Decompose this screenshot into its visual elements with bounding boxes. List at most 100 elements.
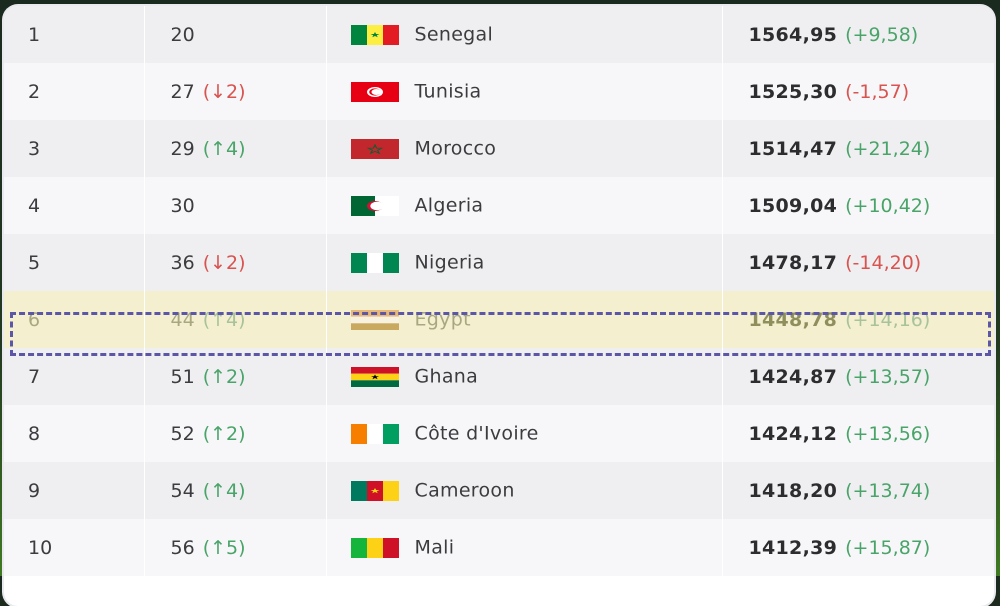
fifa-rank-value: 30 [170, 194, 195, 217]
rank-change: (↓2) [202, 251, 246, 274]
egypt-flag-icon [350, 309, 399, 330]
points-change: (-1,57) [845, 80, 910, 103]
team-cell: Egypt [326, 291, 723, 348]
fifa-rank-value: 20 [170, 23, 195, 46]
points-change: (+21,24) [845, 137, 931, 160]
fifa-rank-cell: 27 (↓2) [144, 63, 327, 120]
ghana-flag-icon [350, 366, 399, 387]
points-change: (+13,57) [845, 365, 931, 388]
points-cell: 1509,04 (+10,42) [722, 177, 994, 234]
team-name: Morocco [414, 137, 497, 160]
points-cell: 1514,47 (+21,24) [722, 120, 994, 177]
rank-change: (↑2) [202, 422, 246, 445]
fifa-rank-cell: 44 (↑4) [144, 291, 327, 348]
rank-change: (↑5) [202, 536, 246, 559]
table-row[interactable]: 6 44 (↑4) Egypt 1448,78 (+14,16) [4, 291, 994, 348]
mali-flag-icon [350, 537, 399, 558]
ivorycoast-flag-icon [350, 423, 399, 444]
rank-change: (↑2) [202, 365, 246, 388]
points-value: 1424,87 [748, 365, 838, 388]
position-value: 1 [28, 23, 41, 46]
table-row[interactable]: 5 36 (↓2) Nigeria 1478,17 (-14,20) [4, 234, 994, 291]
points-value: 1424,12 [748, 422, 838, 445]
team-cell: Mali [326, 519, 723, 576]
fifa-rank-value: 54 [170, 479, 195, 502]
points-cell: 1418,20 (+13,74) [722, 462, 994, 519]
rankings-table: 1 20 Senegal 1564,95 (+9,58) 2 27 (↓2) Tunisia 15… [4, 6, 994, 576]
cameroon-flag-icon [350, 480, 399, 501]
points-cell: 1424,12 (+13,56) [722, 405, 994, 462]
team-cell: Tunisia [326, 63, 723, 120]
points-change: (-14,20) [845, 251, 922, 274]
morocco-flag-icon [350, 138, 399, 159]
fifa-rank-value: 27 [170, 80, 195, 103]
points-value: 1448,78 [748, 308, 838, 331]
position-value: 8 [28, 422, 41, 445]
points-cell: 1525,30 (-1,57) [722, 63, 994, 120]
position-value: 3 [28, 137, 41, 160]
nigeria-flag-icon [350, 252, 399, 273]
team-name: Senegal [414, 23, 494, 46]
points-cell: 1564,95 (+9,58) [722, 6, 994, 63]
fifa-rank-cell: 54 (↑4) [144, 462, 327, 519]
points-cell: 1424,87 (+13,57) [722, 348, 994, 405]
points-cell: 1412,39 (+15,87) [722, 519, 994, 576]
table-row[interactable]: 1 20 Senegal 1564,95 (+9,58) [4, 6, 994, 63]
table-row[interactable]: 9 54 (↑4) Cameroon 1418,20 (+13,74) [4, 462, 994, 519]
fifa-rank-cell: 20 [144, 6, 327, 63]
team-cell: Algeria [326, 177, 723, 234]
fifa-rank-value: 44 [170, 308, 195, 331]
position-cell: 5 [4, 234, 145, 291]
position-value: 4 [28, 194, 41, 217]
fifa-rank-cell: 30 [144, 177, 327, 234]
team-cell: Morocco [326, 120, 723, 177]
team-name: Côte d'Ivoire [414, 422, 539, 445]
rank-change: (↑4) [202, 137, 246, 160]
rank-change: (↓2) [202, 80, 246, 103]
points-change: (+15,87) [845, 536, 931, 559]
fifa-rank-value: 29 [170, 137, 195, 160]
team-cell: Nigeria [326, 234, 723, 291]
team-name: Egypt [414, 308, 471, 331]
points-value: 1509,04 [748, 194, 838, 217]
team-name: Ghana [414, 365, 479, 388]
team-cell: Ghana [326, 348, 723, 405]
position-value: 7 [28, 365, 41, 388]
position-cell: 1 [4, 6, 145, 63]
points-value: 1564,95 [748, 23, 838, 46]
points-change: (+9,58) [845, 23, 919, 46]
position-cell: 6 [4, 291, 145, 348]
table-row[interactable]: 8 52 (↑2) Côte d'Ivoire 1424,12 (+13,56) [4, 405, 994, 462]
team-name: Nigeria [414, 251, 485, 274]
table-row[interactable]: 2 27 (↓2) Tunisia 1525,30 (-1,57) [4, 63, 994, 120]
tunisia-flag-icon [350, 81, 399, 102]
position-value: 5 [28, 251, 41, 274]
team-name: Cameroon [414, 479, 515, 502]
fifa-rank-cell: 36 (↓2) [144, 234, 327, 291]
rankings-panel: 1 20 Senegal 1564,95 (+9,58) 2 27 (↓2) Tunisia 15… [4, 6, 994, 606]
rankings-table-body: 1 20 Senegal 1564,95 (+9,58) 2 27 (↓2) Tunisia 15… [4, 6, 994, 576]
team-name: Mali [414, 536, 455, 559]
position-cell: 7 [4, 348, 145, 405]
fifa-rank-value: 51 [170, 365, 195, 388]
table-row[interactable]: 3 29 (↑4) Morocco 1514,47 (+21,24) [4, 120, 994, 177]
team-cell: Senegal [326, 6, 723, 63]
points-value: 1514,47 [748, 137, 838, 160]
points-value: 1418,20 [748, 479, 838, 502]
table-row[interactable]: 7 51 (↑2) Ghana 1424,87 (+13,57) [4, 348, 994, 405]
table-row[interactable]: 10 56 (↑5) Mali 1412,39 (+15,87) [4, 519, 994, 576]
fifa-rank-cell: 56 (↑5) [144, 519, 327, 576]
position-cell: 4 [4, 177, 145, 234]
points-value: 1478,17 [748, 251, 838, 274]
points-change: (+14,16) [845, 308, 931, 331]
position-cell: 9 [4, 462, 145, 519]
position-cell: 2 [4, 63, 145, 120]
rank-change: (↑4) [202, 308, 246, 331]
team-cell: Côte d'Ivoire [326, 405, 723, 462]
position-cell: 3 [4, 120, 145, 177]
points-value: 1412,39 [748, 536, 838, 559]
table-row[interactable]: 4 30 Algeria 1509,04 (+10,42) [4, 177, 994, 234]
fifa-rank-value: 56 [170, 536, 195, 559]
points-change: (+10,42) [845, 194, 931, 217]
position-value: 9 [28, 479, 41, 502]
